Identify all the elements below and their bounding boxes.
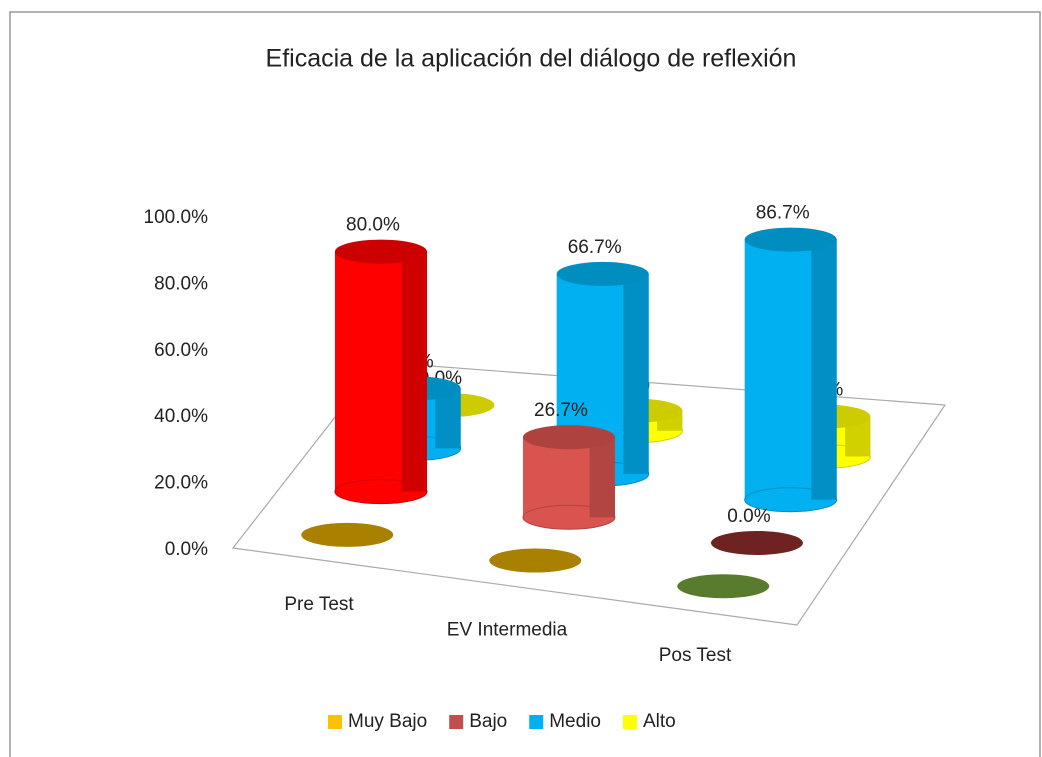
cylinder-top — [556, 261, 649, 286]
legend-swatch — [328, 715, 342, 729]
chart-title: Eficacia de la aplicación del diálogo de… — [266, 45, 797, 73]
cylinder-shade-bottom — [522, 504, 616, 530]
cylinder — [522, 425, 616, 530]
cylinder-shade — [811, 239, 837, 500]
cylinder-shade-bottom — [334, 479, 428, 505]
data-label: 80.0% — [346, 215, 400, 236]
legend-swatch — [622, 715, 637, 729]
y-tick-label: 60.0% — [154, 340, 208, 361]
x-tick-label: Pos Test — [659, 645, 732, 666]
cylinder-top — [744, 227, 837, 252]
cylinder-top — [522, 425, 615, 450]
x-tick-label: EV Intermedia — [447, 620, 568, 641]
cylinder — [301, 522, 394, 547]
cylinder-shade-bottom — [744, 487, 838, 513]
y-tick-label: 20.0% — [154, 473, 208, 494]
data-label: 0.0% — [727, 506, 770, 527]
legend-swatch — [449, 715, 464, 729]
cylinder-top — [334, 239, 427, 264]
legend-label: Bajo — [469, 711, 507, 732]
cylinder — [744, 227, 838, 513]
cylinder-shade — [623, 273, 649, 475]
y-tick-label: 80.0% — [154, 273, 208, 294]
legend-swatch — [529, 715, 544, 729]
cylinder-top — [710, 530, 803, 555]
data-label: 86.7% — [756, 203, 810, 224]
cylinder — [710, 530, 803, 555]
data-label: 66.7% — [568, 237, 622, 258]
cylinder-shade — [401, 251, 427, 492]
legend-label: Muy Bajo — [348, 711, 427, 732]
x-tick-label: Pre Test — [284, 594, 354, 615]
y-tick-label: 40.0% — [154, 406, 208, 427]
y-tick-label: 0.0% — [165, 539, 208, 560]
legend-label: Medio — [549, 711, 601, 732]
cylinder-top — [489, 548, 582, 573]
y-tick-label: 100.0% — [144, 207, 209, 228]
legend-label: Alto — [643, 711, 676, 732]
chart-border — [9, 11, 1041, 757]
cylinder — [334, 239, 428, 505]
cylinder-shade — [589, 437, 615, 518]
cylinder-top — [677, 574, 770, 599]
cylinder — [677, 574, 770, 599]
floor — [231, 361, 947, 626]
cylinder-top — [301, 522, 394, 547]
data-label: 26.7% — [534, 400, 588, 421]
cylinder — [489, 548, 582, 573]
